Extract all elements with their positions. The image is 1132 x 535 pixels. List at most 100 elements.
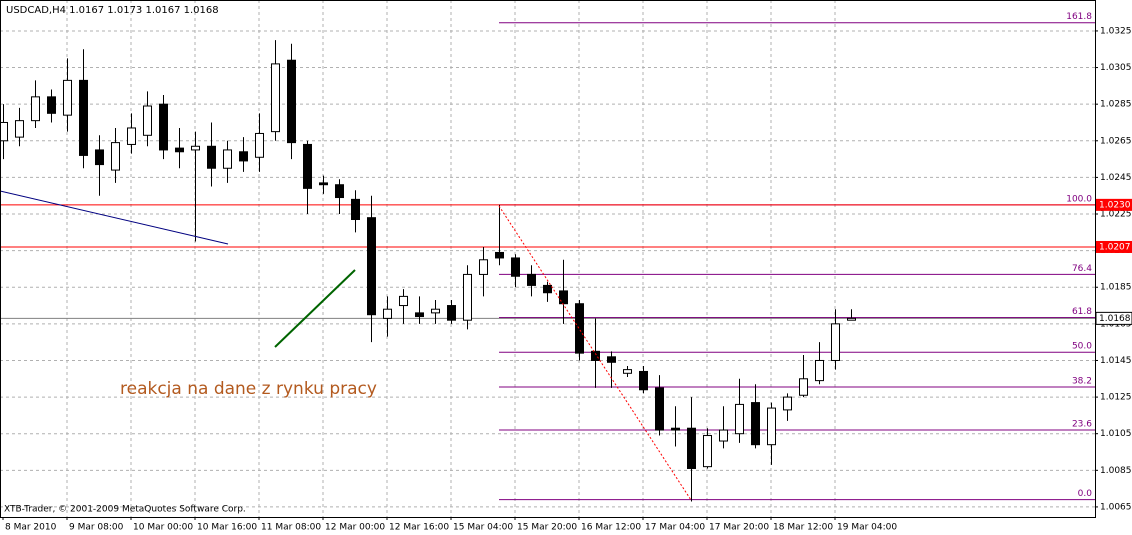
candle-body (143, 105, 152, 136)
y-tick-label: 1.0185 (1100, 283, 1132, 293)
x-tick-label: 11 Mar 08:00 (261, 523, 321, 533)
candle-body (591, 350, 600, 361)
x-tick-label: 18 Mar 12:00 (773, 523, 833, 533)
y-tick-label: 1.0225 (1100, 210, 1132, 220)
candle-body (735, 403, 744, 435)
candle-body (127, 127, 136, 145)
y-tick-label: 1.0285 (1100, 100, 1132, 110)
candle-body (687, 427, 696, 469)
x-tick-label: 12 Mar 16:00 (389, 523, 449, 533)
fib-label: 100.0 (1066, 194, 1092, 204)
candle-body (415, 312, 424, 318)
fib-label: 161.8 (1066, 12, 1092, 22)
candle-body (847, 317, 856, 321)
candle-body (31, 96, 40, 122)
copyright: XTB-Trader, © 2001-2009 MetaQuotes Softw… (4, 505, 246, 515)
x-tick-label: 19 Mar 04:00 (837, 523, 897, 533)
candle-body (799, 378, 808, 396)
x-tick-label: 17 Mar 04:00 (645, 523, 705, 533)
candle-body (607, 356, 616, 363)
candle-body (447, 305, 456, 321)
x-tick-label: 8 Mar 2010 (5, 523, 57, 533)
fib-label: 0.0 (1078, 489, 1093, 499)
fib-label: 23.6 (1072, 420, 1092, 430)
candle-body (783, 396, 792, 411)
fib-label: 50.0 (1072, 342, 1092, 352)
y-tick-label: 1.0265 (1100, 136, 1132, 146)
candle-body (703, 435, 712, 468)
last-price-box (1095, 311, 1132, 325)
candle-body (639, 370, 648, 391)
candle-body (559, 290, 568, 305)
candle-body (495, 251, 504, 259)
last-price-label: 1.0168 (1099, 314, 1131, 324)
price-label: 1.0230 (1099, 200, 1131, 210)
trend-line (0, 190, 229, 245)
candle-body (319, 182, 328, 186)
fib-label: 38.2 (1072, 377, 1092, 387)
candle-body (511, 257, 520, 277)
candle-body (335, 184, 344, 199)
candle-body (223, 149, 232, 169)
candle-body (815, 359, 824, 382)
candle-body (255, 132, 264, 158)
overlays: 1.00651.00851.01051.01251.01451.01651.01… (2, 12, 1132, 533)
candle-body (175, 147, 184, 153)
candle-body (271, 63, 280, 133)
x-tick-label: 10 Mar 16:00 (197, 523, 257, 533)
y-tick-label: 1.0305 (1100, 63, 1132, 73)
y-tick-label: 1.0125 (1100, 393, 1132, 403)
fib-label: 61.8 (1072, 307, 1092, 317)
candle-body (655, 387, 664, 431)
candle-body (287, 59, 296, 144)
candle-body (671, 427, 680, 431)
y-tick-label: 1.0245 (1100, 173, 1132, 183)
fib-trend-line (498, 205, 692, 501)
y-tick-label: 1.0085 (1100, 466, 1132, 476)
y-tick-label: 1.0105 (1100, 429, 1132, 439)
price-label: 1.0207 (1099, 242, 1131, 252)
x-tick-label: 15 Mar 04:00 (453, 523, 513, 533)
x-tick-label: 12 Mar 00:00 (325, 523, 385, 533)
candle-body (367, 217, 376, 316)
candle-body (543, 284, 552, 294)
candle-body (479, 259, 488, 275)
candle-body (0, 121, 8, 142)
candle-body (79, 79, 88, 156)
candle-body (831, 323, 840, 361)
y-tick-label: 1.0145 (1100, 356, 1132, 366)
chart-title: USDCAD,H4 1.0167 1.0173 1.0167 1.0168 (6, 5, 219, 16)
candle-body (767, 407, 776, 446)
candle-body (15, 120, 24, 138)
x-tick-label: 16 Mar 12:00 (581, 523, 641, 533)
candle-body (751, 402, 760, 446)
candle-body (207, 145, 216, 169)
candle-body (47, 96, 56, 114)
candle-body (463, 273, 472, 321)
candle-body (351, 198, 360, 221)
candle-body (575, 303, 584, 354)
candle-body (719, 429, 728, 442)
candle-body (111, 142, 120, 171)
annotation: reakcja na dane z rynku pracy (120, 379, 377, 399)
x-tick-label: 10 Mar 00:00 (133, 523, 193, 533)
fib-label: 76.4 (1072, 264, 1092, 274)
candle-body (239, 151, 248, 162)
marks (0, 40, 856, 502)
y-tick-label: 1.0325 (1100, 26, 1132, 36)
price-label-box (1096, 198, 1132, 211)
candle-body (303, 143, 312, 189)
candle-body (63, 79, 72, 116)
candle-body (191, 145, 200, 151)
candle-body (383, 308, 392, 319)
plot-frame (0, 0, 1096, 518)
candle-body (399, 295, 408, 307)
x-tick-label: 17 Mar 20:00 (709, 523, 769, 533)
x-tick-label: 9 Mar 08:00 (69, 523, 124, 533)
candle-body (527, 273, 536, 286)
candle-body (431, 308, 440, 314)
price-label-box (1096, 240, 1132, 253)
candle-body (95, 149, 104, 166)
